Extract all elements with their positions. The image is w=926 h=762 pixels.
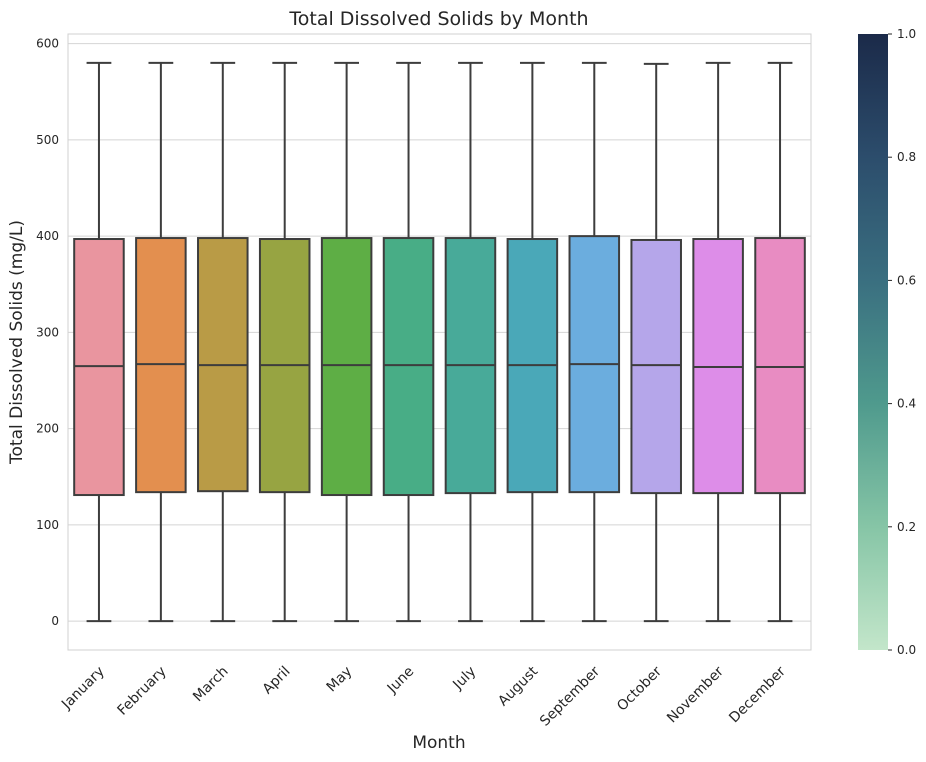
- x-tick-label: May: [324, 664, 356, 696]
- y-tick-label: 100: [36, 518, 59, 532]
- colorbar-tick-label: 0.4: [897, 397, 916, 411]
- x-tick-label: July: [449, 664, 479, 694]
- box-may: [320, 61, 373, 623]
- x-tick-label: September: [537, 663, 603, 729]
- plot-frame: [67, 33, 812, 651]
- box-series: [73, 61, 806, 623]
- box-october: [630, 62, 682, 623]
- chart-title: Total Dissolved Solids by Month: [288, 8, 588, 30]
- y-axis-label: Total Dissolved Solids (mg/L): [7, 220, 27, 465]
- box-april: [258, 61, 311, 623]
- box-november: [692, 61, 744, 623]
- iqr-box: [630, 238, 682, 495]
- x-tick-labels: January February March April May June July Augu…: [58, 663, 789, 729]
- colorbar-tick-label: 0.6: [897, 273, 916, 287]
- box-december: [754, 61, 806, 623]
- box-july: [444, 61, 497, 623]
- colorbar-tick-label: 0.0: [897, 643, 916, 657]
- iqr-box: [754, 237, 806, 495]
- y-tick-label: 300: [36, 325, 59, 339]
- x-axis-label: Month: [412, 733, 465, 753]
- box-january: [73, 61, 125, 623]
- colorbar-tick-label: 1.0: [897, 27, 916, 41]
- x-tick-label: June: [384, 664, 418, 698]
- box-march: [197, 61, 249, 623]
- x-tick-label: March: [190, 664, 231, 705]
- x-tick-label: August: [495, 663, 541, 709]
- colorbar-gradient: [858, 34, 888, 650]
- x-tick-label: December: [726, 663, 789, 726]
- colorbar-tick-label: 0.2: [897, 520, 916, 534]
- iqr-box: [382, 237, 435, 497]
- y-tick-label: 0: [51, 614, 59, 628]
- y-tick-labels: 0 100 200 300 400 500 600: [36, 37, 59, 629]
- y-tick-label: 400: [36, 229, 59, 243]
- grid-lines: [68, 43, 811, 622]
- y-tick-label: 500: [36, 133, 59, 147]
- colorbar-tick-label: 0.8: [897, 150, 916, 164]
- x-tick-label: October: [614, 663, 665, 714]
- y-tick-label: 600: [36, 37, 59, 51]
- colorbar-ticks: 0.0 0.2 0.4 0.6 0.8 1.0: [888, 27, 916, 657]
- x-tick-label: January: [58, 664, 108, 714]
- x-tick-label: November: [664, 663, 727, 726]
- box-february: [135, 61, 187, 623]
- x-tick-label: April: [260, 664, 294, 698]
- colorbar: 0.0 0.2 0.4 0.6 0.8 1.0: [858, 27, 916, 657]
- box-august: [506, 61, 559, 623]
- iqr-box: [320, 237, 373, 497]
- box-september: [568, 61, 621, 623]
- y-tick-label: 200: [36, 422, 59, 436]
- plot-area: 0 100 200 300 400 500 600 January February March…: [36, 33, 812, 730]
- box-june: [382, 61, 435, 623]
- x-tick-label: February: [115, 664, 170, 719]
